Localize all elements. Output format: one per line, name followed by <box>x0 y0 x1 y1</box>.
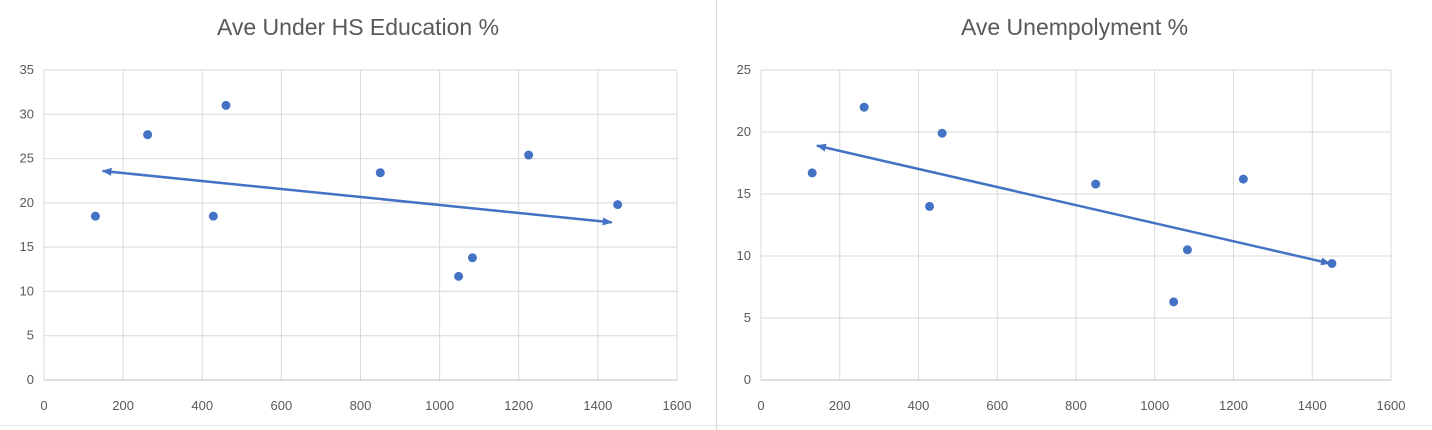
y-tick-label: 0 <box>27 372 34 387</box>
x-tick-label: 800 <box>1065 398 1087 413</box>
chart-title: Ave Unempolyment % <box>960 14 1189 40</box>
y-tick-label: 15 <box>737 186 751 201</box>
x-tick-label: 400 <box>191 398 213 413</box>
data-point <box>524 150 534 160</box>
data-point <box>143 130 153 140</box>
data-point <box>467 253 477 263</box>
x-tick-label: 600 <box>986 398 1008 413</box>
x-tick-label: 1600 <box>1377 398 1406 413</box>
x-tick-label: 0 <box>40 398 47 413</box>
y-tick-label: 15 <box>20 239 34 254</box>
x-tick-label: 1600 <box>663 398 692 413</box>
x-tick-label: 1400 <box>583 398 612 413</box>
data-point <box>613 200 623 210</box>
x-tick-label: 800 <box>350 398 372 413</box>
x-tick-label: 200 <box>112 398 134 413</box>
x-tick-label: 600 <box>271 398 293 413</box>
data-point <box>1091 179 1101 189</box>
trend-arrow <box>815 143 1331 266</box>
y-tick-label: 35 <box>20 62 34 77</box>
bottom-border <box>0 425 1432 426</box>
chart-title: Ave Under HS Education % <box>216 14 500 40</box>
y-tick-label: 20 <box>20 195 34 210</box>
panel-divider <box>716 0 717 430</box>
y-tick-label: 25 <box>737 62 751 77</box>
y-tick-label: 10 <box>737 248 751 263</box>
x-tick-label: 200 <box>829 398 851 413</box>
data-point <box>1182 245 1192 255</box>
y-tick-label: 10 <box>20 283 34 298</box>
y-tick-label: 25 <box>20 151 34 166</box>
data-point <box>1238 174 1248 184</box>
chart-panel-right: Ave Unempolyment % 0 200 400 600 800 1000 1200… <box>717 0 1432 430</box>
data-point <box>1327 258 1337 268</box>
data-point <box>925 201 935 211</box>
data-point <box>807 168 817 178</box>
x-tick-label: 1200 <box>1219 398 1248 413</box>
x-tick-label: 1400 <box>1298 398 1327 413</box>
data-point <box>454 271 464 281</box>
y-tick-label: 5 <box>27 328 34 343</box>
data-point <box>90 211 100 221</box>
y-tick-label: 30 <box>20 106 34 121</box>
chart-panel-left: Ave Under HS Education % 0 200 400 600 800 10… <box>19 14 692 413</box>
x-tick-label: 400 <box>908 398 930 413</box>
y-tick-label: 0 <box>744 372 751 387</box>
x-tick-label: 0 <box>757 398 764 413</box>
data-point <box>221 100 231 110</box>
x-tick-label: 1200 <box>504 398 533 413</box>
data-point <box>937 128 947 138</box>
y-tick-label: 20 <box>737 124 751 139</box>
y-tick-label: 5 <box>744 310 751 325</box>
chart-plot: 0 200 400 600 800 1000 1200 1400 1600 0 5 10 15 20 25 3… <box>20 62 692 413</box>
data-point <box>208 211 218 221</box>
x-tick-label: 1000 <box>1140 398 1169 413</box>
data-point <box>375 168 385 178</box>
data-point <box>1169 297 1179 307</box>
x-tick-label: 1000 <box>425 398 454 413</box>
chart-plot: 0 200 400 600 800 1000 1200 1400 1600 0 5 10 15 20 25 <box>737 62 1406 413</box>
data-point <box>859 102 869 112</box>
trend-arrow <box>101 167 613 226</box>
